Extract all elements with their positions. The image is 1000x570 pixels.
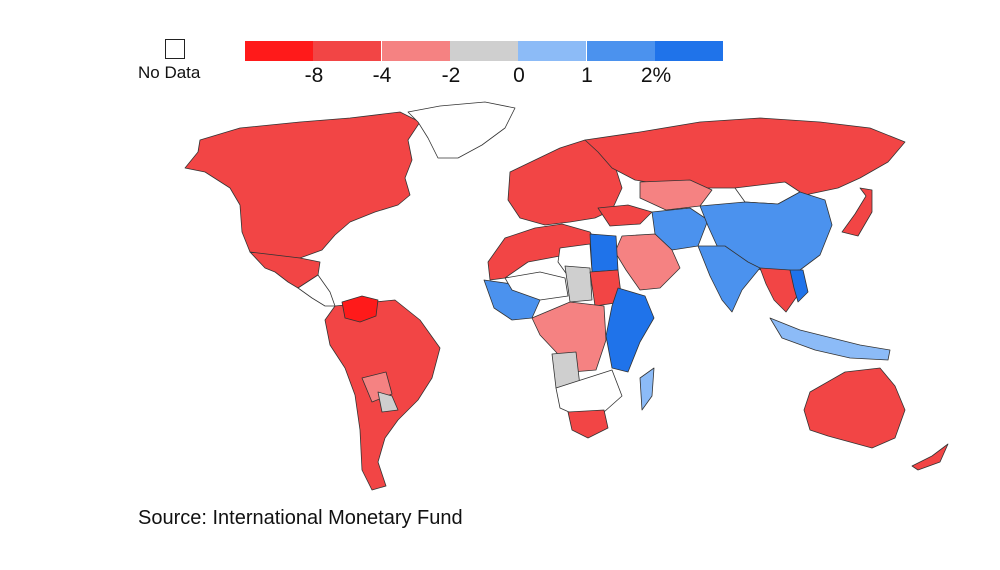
region-greenland	[407, 101, 516, 159]
region-turkey	[597, 204, 653, 227]
region-egypt	[589, 233, 619, 273]
region-chad	[564, 265, 593, 303]
region-madagascar	[639, 367, 655, 411]
region-new-zealand	[911, 443, 949, 471]
region-japan	[841, 187, 873, 237]
no-data-swatch	[165, 39, 185, 59]
legend-color-bin	[245, 41, 313, 61]
legend-tick: 0	[513, 64, 525, 87]
region-south-africa	[567, 409, 609, 439]
legend-tick: 2%	[640, 64, 672, 87]
legend-tick: -8	[304, 64, 324, 87]
region-australia	[803, 367, 906, 449]
region-east-africa	[605, 287, 655, 373]
legend-color-bin	[655, 41, 723, 61]
legend-color-bin	[518, 41, 586, 61]
region-vietnam	[789, 269, 809, 303]
region-sahel	[504, 271, 569, 301]
region-india	[697, 245, 761, 313]
region-north-america	[184, 111, 421, 259]
legend-color-bin	[587, 41, 655, 61]
region-russia	[584, 117, 906, 196]
region-venezuela	[341, 295, 379, 323]
legend-color-bin	[450, 41, 518, 61]
no-data-label: No Data	[138, 63, 201, 82]
legend-tick: -4	[372, 64, 392, 87]
legend-color-bin	[313, 41, 381, 61]
region-central-africa	[531, 301, 607, 373]
legend-tick: -2	[441, 64, 461, 87]
region-europe	[507, 139, 623, 226]
region-paraguay	[377, 391, 399, 413]
legend-color-bin	[382, 41, 450, 61]
legend-tick: 1	[581, 64, 593, 87]
region-indonesia	[769, 317, 891, 361]
source-note: Source: International Monetary Fund	[138, 507, 463, 529]
region-arabia	[614, 233, 681, 291]
